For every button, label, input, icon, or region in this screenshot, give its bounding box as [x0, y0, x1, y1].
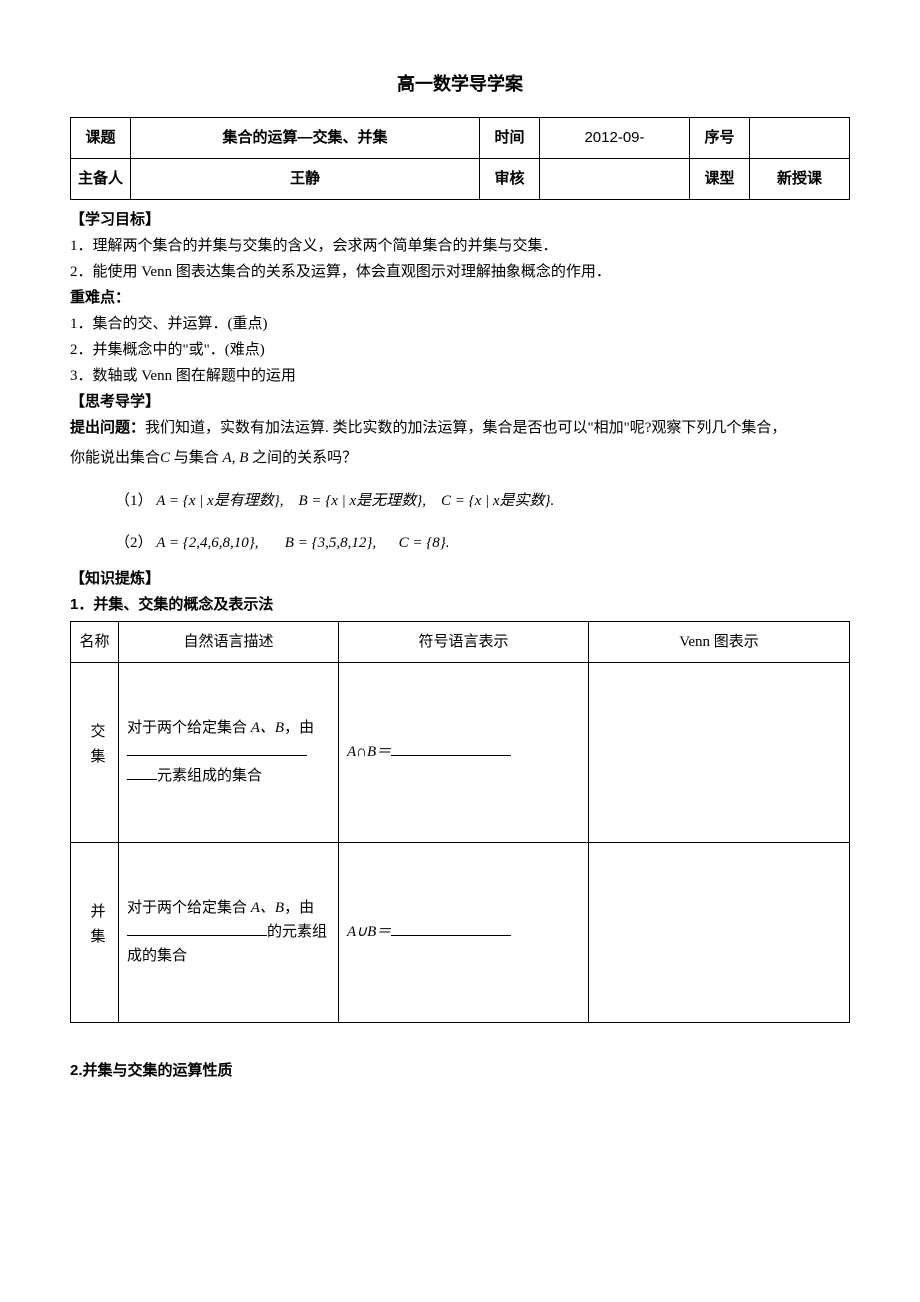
r2-mid: ，由 [284, 900, 314, 916]
q2-C: C [160, 450, 170, 466]
difficulty-2: 2．并集概念中的"或"．(难点) [70, 338, 850, 362]
knowledge-head: 【知识提炼】 [70, 570, 160, 587]
ex1-B: B = {x | x是无理数}, [298, 493, 425, 509]
row-intersection-desc: 对于两个给定集合 A、B，由 元素组成的集合 [119, 662, 339, 842]
section-2-head: 2.并集与交集的运算性质 [70, 1059, 850, 1083]
ex1-A: A = {x | x是有理数}, [156, 493, 283, 509]
r2-pre: 对于两个给定集合 [127, 900, 251, 916]
blank-1b [127, 764, 157, 780]
row-union-desc: 对于两个给定集合 A、B，由 的元素组成的集合 [119, 842, 339, 1022]
ex2-label: （2） [115, 535, 153, 551]
q2-end: 之间的关系吗？ [252, 450, 357, 466]
objectives: 【学习目标】 1．理解两个集合的并集与交集的含义，会求两个简单集合的并集与交集．… [70, 208, 850, 284]
objective-2: 2．能使用 Venn 图表达集合的关系及运算，体会直观图示对理解抽象概念的作用． [70, 260, 850, 284]
intersection-label: 交集 [81, 723, 109, 773]
ex2-A: A = {2,4,6,8,10}, [156, 535, 258, 551]
value-preparer: 王静 [131, 158, 480, 199]
value-type: 新授课 [750, 158, 850, 199]
knowledge: 【知识提炼】 1．并集、交集的概念及表示法 名称 自然语言描述 符号语言表示 V… [70, 567, 850, 1023]
col-name: 名称 [71, 621, 119, 662]
think-head: 【思考导学】 [70, 393, 160, 410]
row-intersection-symbol: A∩B＝ [339, 662, 589, 842]
blank-2 [127, 920, 267, 936]
objective-1: 1．理解两个集合的并集与交集的含义，会求两个简单集合的并集与交集． [70, 234, 850, 258]
header-table: 课题 集合的运算—交集、并集 时间 2012-09- 序号 主备人 王静 审核 … [70, 117, 850, 200]
difficulty: 重难点： 1．集合的交、并运算．(重点) 2．并集概念中的"或"．(难点) 3．… [70, 286, 850, 388]
union-label: 并集 [81, 903, 109, 953]
r1-pre: 对于两个给定集合 [127, 720, 251, 736]
label-seq: 序号 [690, 117, 750, 158]
q2-mid: 与集合 [174, 450, 219, 466]
ex2-B: B = {3,5,8,12}, [285, 535, 376, 551]
label-topic: 课题 [71, 117, 131, 158]
label-time: 时间 [480, 117, 540, 158]
concept-table: 名称 自然语言描述 符号语言表示 Venn 图表示 交集 对于两个给定集合 A、… [70, 621, 850, 1023]
objectives-head: 【学习目标】 [70, 211, 160, 228]
difficulty-1: 1．集合的交、并运算．(重点) [70, 312, 850, 336]
value-topic: 集合的运算—交集、并集 [131, 117, 480, 158]
row-union-symbol: A∪B＝ [339, 842, 589, 1022]
row-union-venn [589, 842, 850, 1022]
ex2-C: C = {8}. [399, 535, 450, 551]
value-review [540, 158, 690, 199]
value-time: 2012-09- [540, 117, 690, 158]
doc-title: 高一数学导学案 [70, 70, 850, 99]
r1-mid: ，由 [284, 720, 314, 736]
r1-sym: A∩B＝ [347, 744, 391, 760]
r1-suf: 元素组成的集合 [157, 768, 262, 784]
q2-AB: A, B [223, 450, 249, 466]
question-line1: 提出问题：我们知道，实数有加法运算. 类比实数的加法运算，集合是否也可以"相加"… [70, 416, 850, 440]
question-text: 我们知道，实数有加法运算. 类比实数的加法运算，集合是否也可以"相加"呢?观察下… [145, 420, 786, 436]
r2-ab: A、B [251, 900, 284, 916]
r2-sym: A∪B＝ [347, 924, 391, 940]
row-intersection-name: 交集 [71, 662, 119, 842]
label-type: 课型 [690, 158, 750, 199]
label-preparer: 主备人 [71, 158, 131, 199]
col-venn: Venn 图表示 [589, 621, 850, 662]
col-desc: 自然语言描述 [119, 621, 339, 662]
row-union-name: 并集 [71, 842, 119, 1022]
example-1: （1） A = {x | x是有理数}, B = {x | x是无理数}, C … [70, 489, 850, 513]
difficulty-3: 3．数轴或 Venn 图在解题中的运用 [70, 364, 850, 388]
label-review: 审核 [480, 158, 540, 199]
r1-ab: A、B [251, 720, 284, 736]
q2-prefix: 你能说出集合 [70, 450, 160, 466]
question-label: 提出问题： [70, 419, 145, 436]
blank-1 [127, 740, 307, 756]
ex1-label: （1） [115, 493, 153, 509]
knowledge-subhead: 1．并集、交集的概念及表示法 [70, 596, 273, 613]
thinking: 【思考导学】 提出问题：我们知道，实数有加法运算. 类比实数的加法运算，集合是否… [70, 390, 850, 555]
example-2: （2） A = {2,4,6,8,10}, B = {3,5,8,12}, C … [70, 531, 850, 555]
row-intersection-venn [589, 662, 850, 842]
value-seq [750, 117, 850, 158]
blank-sym-1 [391, 740, 511, 756]
question-line2: 你能说出集合C 与集合 A, B 之间的关系吗？ [70, 442, 850, 475]
blank-sym-2 [391, 920, 511, 936]
col-symbol: 符号语言表示 [339, 621, 589, 662]
ex1-C: C = {x | x是实数}. [441, 493, 554, 509]
difficulty-head: 重难点： [70, 289, 130, 306]
